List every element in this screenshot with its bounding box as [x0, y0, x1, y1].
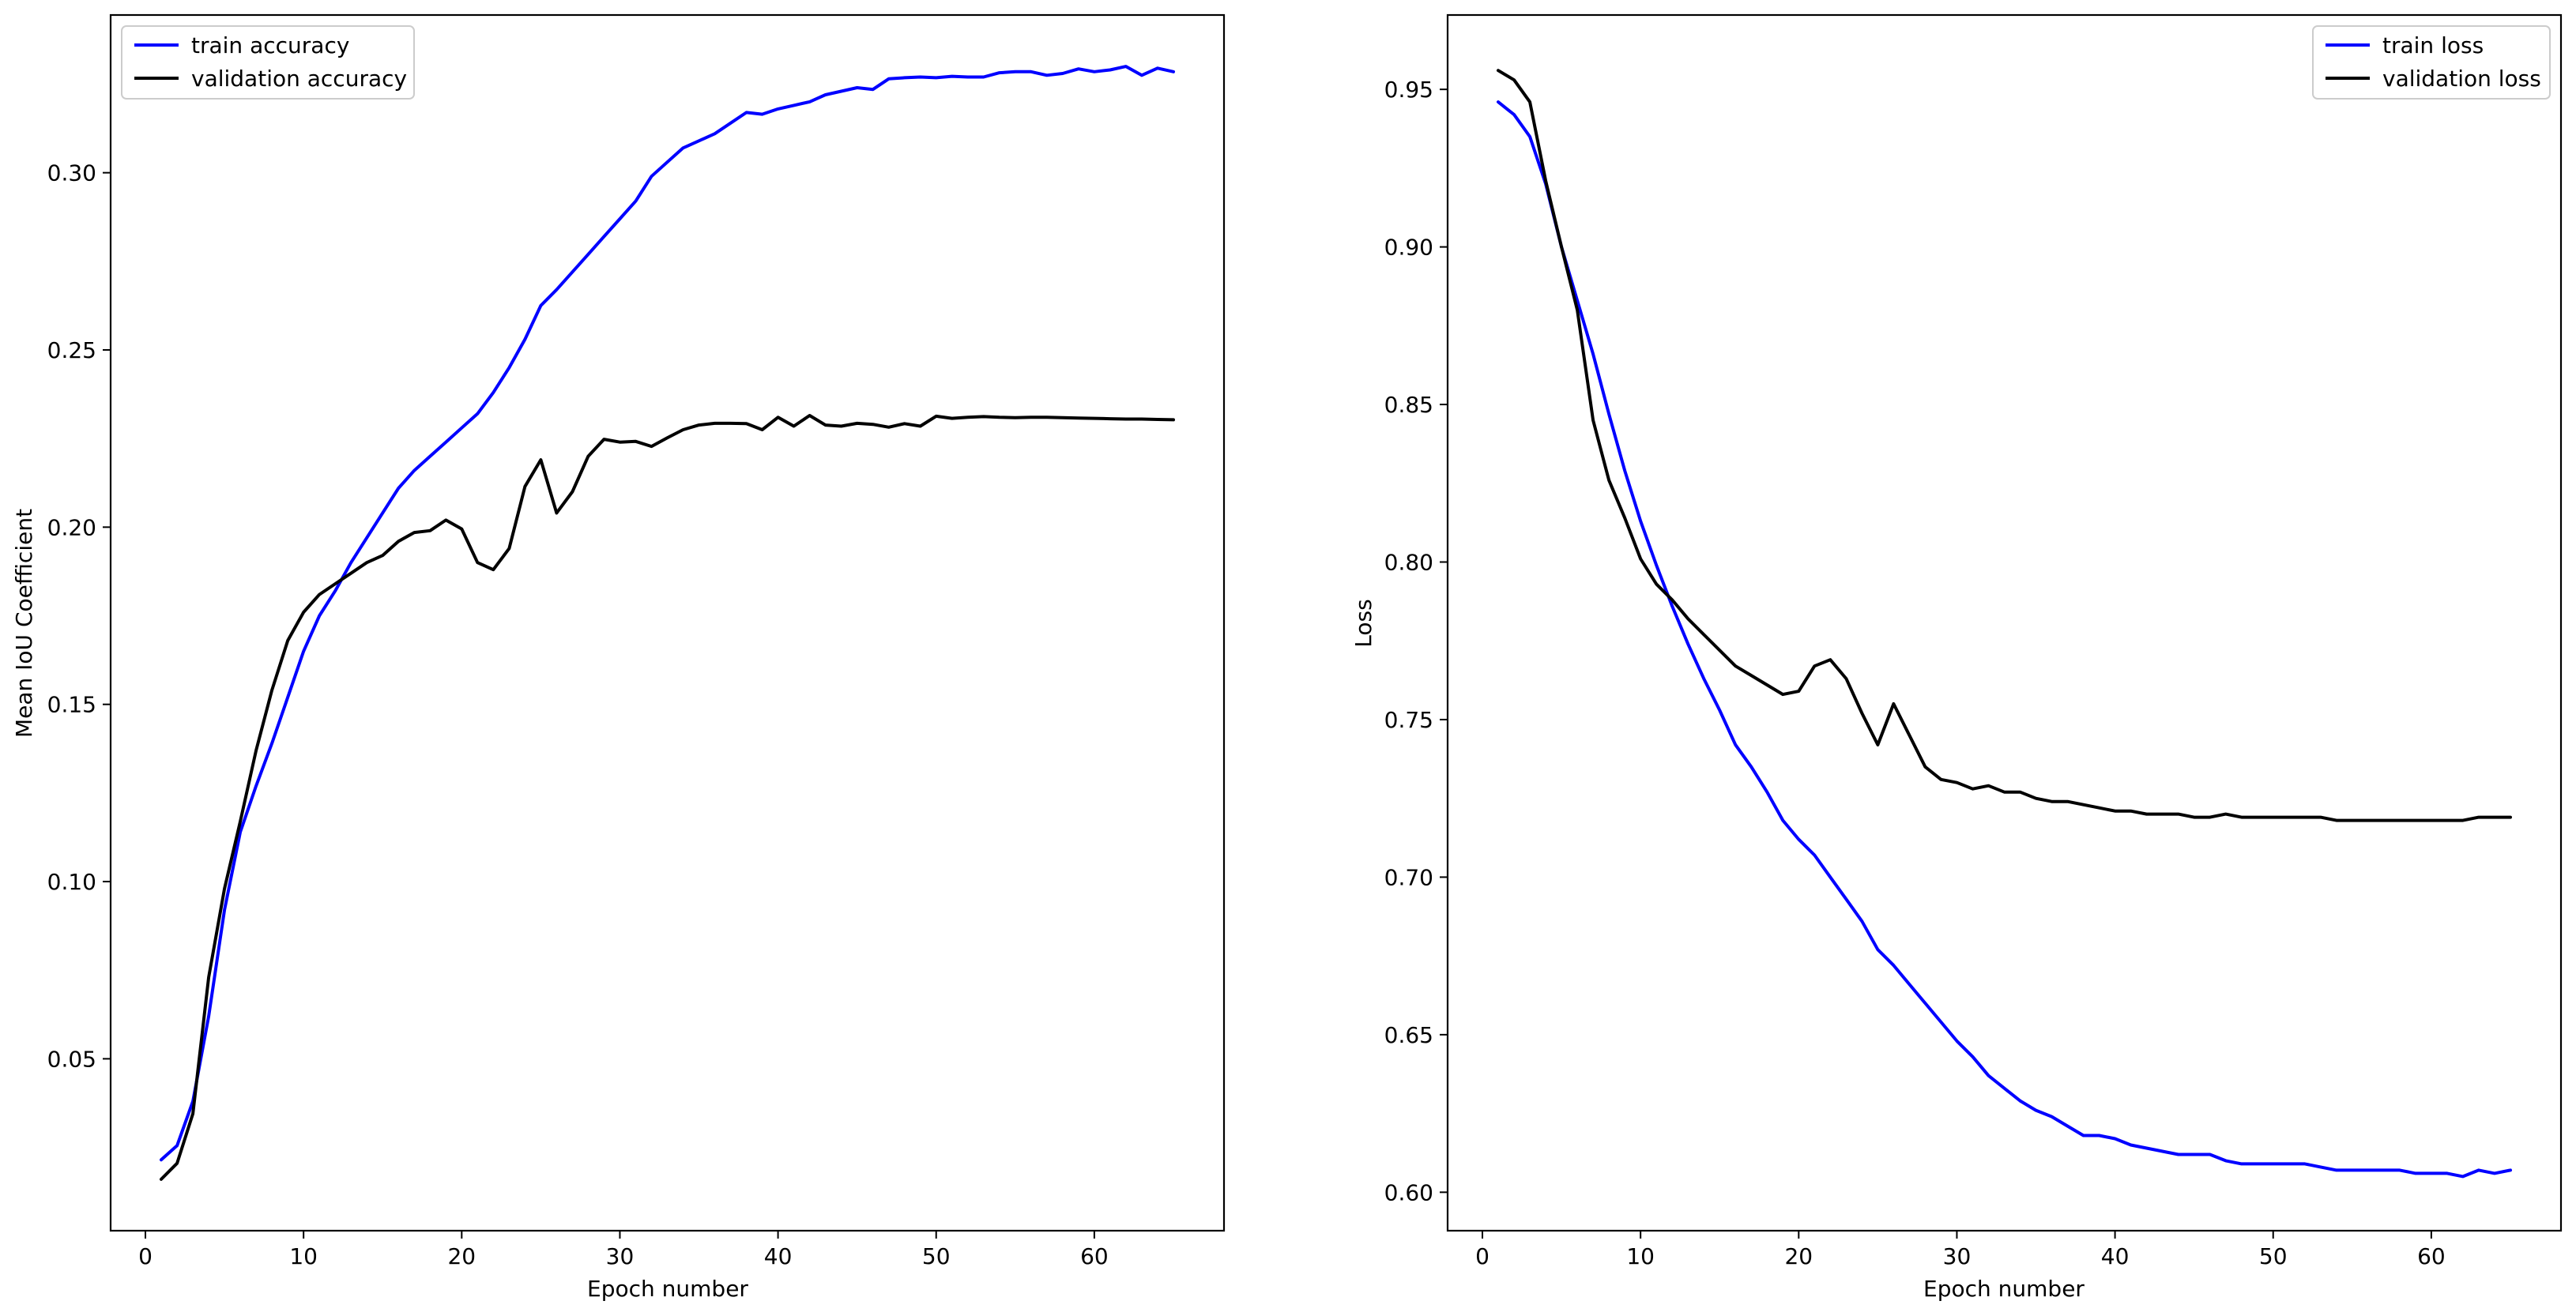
accuracy-x-tick-label: 30	[606, 1243, 635, 1269]
loss-x-tick-label: 0	[1475, 1243, 1489, 1269]
loss-x-ticks: 0 10 20 30 40 50 60	[1475, 1231, 2446, 1269]
loss-x-axis-label: Epoch number	[1923, 1276, 2085, 1302]
accuracy-x-tick-label: 60	[1080, 1243, 1109, 1269]
accuracy-x-tick-label: 50	[922, 1243, 951, 1269]
accuracy-y-tick-label: 0.10	[47, 869, 96, 895]
accuracy-x-axis-label: Epoch number	[587, 1276, 748, 1302]
loss-y-tick-label: 0.95	[1384, 77, 1433, 103]
accuracy-legend-box	[121, 25, 415, 100]
loss-y-tick-label: 0.65	[1384, 1022, 1433, 1048]
loss-y-ticks: 0.60 0.65 0.70 0.75 0.80 0.85 0.90 0.95	[1384, 77, 1448, 1205]
train-accuracy-line	[160, 65, 1175, 1162]
accuracy-series-layer	[160, 65, 1175, 1181]
accuracy-y-axis-label: Mean IoU Coefficient	[11, 509, 37, 738]
loss-x-tick-label: 60	[2417, 1243, 2446, 1269]
loss-x-tick-label: 30	[1943, 1243, 1972, 1269]
accuracy-y-tick-label: 0.05	[47, 1046, 96, 1072]
accuracy-x-ticks: 0 10 20 30 40 50 60	[138, 1231, 1109, 1269]
accuracy-x-tick-label: 20	[447, 1243, 476, 1269]
accuracy-y-ticks: 0.05 0.10 0.15 0.20 0.25 0.30	[47, 160, 111, 1072]
loss-plot-frame	[1446, 13, 2563, 1232]
loss-y-axis-label: Loss	[1350, 599, 1377, 647]
accuracy-x-tick-label: 40	[764, 1243, 793, 1269]
accuracy-plot-frame	[109, 13, 1226, 1232]
loss-y-tick-label: 0.85	[1384, 392, 1433, 418]
accuracy-y-tick-label: 0.15	[47, 692, 96, 718]
loss-legend-box	[2312, 25, 2551, 100]
loss-x-tick-label: 50	[2259, 1243, 2288, 1269]
validation-loss-line	[1497, 69, 2512, 822]
loss-plot: 0 10 20 30 40 50 60 0.600.650.700.750.800.850.…	[1350, 13, 2563, 1302]
loss-legend: train loss validation loss	[2312, 25, 2551, 100]
loss-x-tick-label: 10	[1626, 1243, 1655, 1269]
accuracy-x-tick-label: 0	[138, 1243, 153, 1269]
accuracy-y-tick-label: 0.30	[47, 160, 96, 186]
loss-y-tick-label: 0.60	[1384, 1179, 1433, 1205]
loss-x-tick-label: 40	[2101, 1243, 2130, 1269]
accuracy-plot: 0 10 20 30 40 50 60 0.05 0.10 0.15 0.20 0.25 0.30 E…	[11, 13, 1226, 1302]
legend-train-loss-label: train loss	[2382, 32, 2484, 58]
loss-x-tick-label: 20	[1784, 1243, 1813, 1269]
accuracy-y-tick-label: 0.20	[47, 514, 96, 540]
loss-y-tick-label: 0.80	[1384, 550, 1433, 576]
accuracy-legend: train accuracy validation accuracy	[121, 25, 415, 100]
loss-y-tick-label: 0.75	[1384, 707, 1433, 733]
loss-y-tick-label: 0.70	[1384, 864, 1433, 890]
loss-y-tick-label: 0.90	[1384, 235, 1433, 261]
legend-validation-accuracy-label: validation accuracy	[191, 66, 407, 92]
accuracy-y-tick-label: 0.25	[47, 337, 96, 363]
legend-train-accuracy-label: train accuracy	[191, 32, 349, 58]
legend-validation-loss-label: validation loss	[2382, 66, 2541, 92]
loss-series-layer	[1497, 69, 2512, 1179]
accuracy-x-tick-label: 10	[289, 1243, 318, 1269]
validation-accuracy-line	[160, 414, 1175, 1181]
